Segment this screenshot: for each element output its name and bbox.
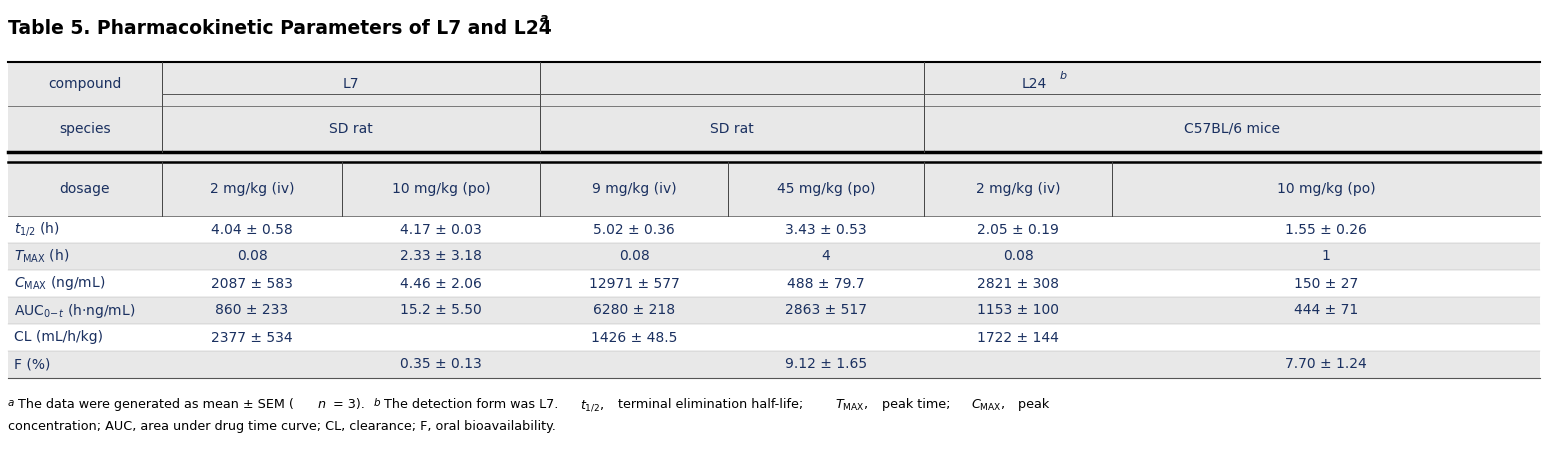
Text: concentration; AUC, area under drug time curve; CL, clearance; F, oral bioavaila: concentration; AUC, area under drug time… (8, 420, 556, 433)
Text: 2 mg/kg (iv): 2 mg/kg (iv) (975, 182, 1060, 196)
Text: 4.17 ± 0.03: 4.17 ± 0.03 (399, 222, 481, 237)
Text: 2.33 ± 3.18: 2.33 ± 3.18 (399, 249, 481, 264)
Text: Table 5. Pharmacokinetic Parameters of L7 and L24: Table 5. Pharmacokinetic Parameters of L… (8, 18, 551, 37)
Text: 9 mg/kg (iv): 9 mg/kg (iv) (591, 182, 676, 196)
Text: The data were generated as mean ± SEM (: The data were generated as mean ± SEM ( (19, 398, 294, 411)
Text: a: a (8, 398, 14, 408)
Text: 1: 1 (1322, 249, 1330, 264)
Text: 860 ± 233: 860 ± 233 (215, 303, 288, 318)
Text: 0.08: 0.08 (619, 249, 649, 264)
Text: 0.08: 0.08 (1003, 249, 1034, 264)
Text: $t_{1/2}$,: $t_{1/2}$, (580, 398, 604, 413)
Text: peak: peak (1014, 398, 1050, 411)
Text: 9.12 ± 1.65: 9.12 ± 1.65 (785, 357, 867, 372)
Text: $t_{1/2}$ (h): $t_{1/2}$ (h) (14, 220, 60, 238)
Text: 4.04 ± 0.58: 4.04 ± 0.58 (211, 222, 293, 237)
Text: CL (mL/h/kg): CL (mL/h/kg) (14, 330, 104, 345)
Text: 10 mg/kg (po): 10 mg/kg (po) (392, 182, 491, 196)
Text: $C_{\mathrm{MAX}}$,: $C_{\mathrm{MAX}}$, (971, 398, 1005, 413)
Text: C57BL/6 mice: C57BL/6 mice (1184, 122, 1280, 136)
Text: 2087 ± 583: 2087 ± 583 (211, 276, 293, 291)
Text: 45 mg/kg (po): 45 mg/kg (po) (777, 182, 875, 196)
Text: 150 ± 27: 150 ± 27 (1294, 276, 1358, 291)
Text: L7: L7 (342, 77, 359, 91)
Text: 2863 ± 517: 2863 ± 517 (785, 303, 867, 318)
Text: The detection form was L7.: The detection form was L7. (384, 398, 562, 411)
Text: b: b (1060, 71, 1067, 81)
Text: species: species (59, 122, 111, 136)
Bar (8, 297, 1540, 324)
Text: 0.08: 0.08 (237, 249, 268, 264)
Text: n: n (317, 398, 327, 411)
Bar (8, 216, 1540, 243)
Text: $\mathrm{AUC}_{0\!-\!t}$ (h·ng/mL): $\mathrm{AUC}_{0\!-\!t}$ (h·ng/mL) (14, 302, 135, 319)
Bar (8, 243, 1540, 270)
Text: b: b (375, 398, 381, 408)
Text: 12971 ± 577: 12971 ± 577 (588, 276, 680, 291)
Text: = 3).: = 3). (330, 398, 368, 411)
Text: a: a (540, 13, 548, 26)
Text: 2 mg/kg (iv): 2 mg/kg (iv) (209, 182, 294, 196)
Text: 488 ± 79.7: 488 ± 79.7 (788, 276, 865, 291)
Text: $C_{\mathrm{MAX}}$ (ng/mL): $C_{\mathrm{MAX}}$ (ng/mL) (14, 274, 105, 292)
Bar (8, 351, 1540, 378)
Bar (8, 62, 1540, 220)
Text: 1.55 ± 0.26: 1.55 ± 0.26 (1285, 222, 1367, 237)
Text: peak time;: peak time; (878, 398, 955, 411)
Text: 444 ± 71: 444 ± 71 (1294, 303, 1358, 318)
Bar (8, 270, 1540, 297)
Text: 1722 ± 144: 1722 ± 144 (977, 330, 1059, 345)
Text: SD rat: SD rat (330, 122, 373, 136)
Text: L24: L24 (1022, 77, 1046, 91)
Text: 1153 ± 100: 1153 ± 100 (977, 303, 1059, 318)
Text: $T_{\mathrm{MAX}}$ (h): $T_{\mathrm{MAX}}$ (h) (14, 248, 70, 265)
Text: 10 mg/kg (po): 10 mg/kg (po) (1277, 182, 1375, 196)
Text: SD rat: SD rat (711, 122, 754, 136)
Text: F (%): F (%) (14, 357, 51, 372)
Text: 4: 4 (822, 249, 830, 264)
Text: 1426 ± 48.5: 1426 ± 48.5 (591, 330, 676, 345)
Text: 6280 ± 218: 6280 ± 218 (593, 303, 675, 318)
Text: dosage: dosage (60, 182, 110, 196)
Text: terminal elimination half-life;: terminal elimination half-life; (615, 398, 807, 411)
Text: 2821 ± 308: 2821 ± 308 (977, 276, 1059, 291)
Text: 15.2 ± 5.50: 15.2 ± 5.50 (399, 303, 481, 318)
Text: 2.05 ± 0.19: 2.05 ± 0.19 (977, 222, 1059, 237)
Text: $T_{\mathrm{MAX}}$,: $T_{\mathrm{MAX}}$, (834, 398, 868, 413)
Text: 4.46 ± 2.06: 4.46 ± 2.06 (399, 276, 481, 291)
Text: 7.70 ± 1.24: 7.70 ± 1.24 (1285, 357, 1367, 372)
Text: 5.02 ± 0.36: 5.02 ± 0.36 (593, 222, 675, 237)
Text: 0.35 ± 0.13: 0.35 ± 0.13 (399, 357, 481, 372)
Bar (8, 324, 1540, 351)
Bar (8, 62, 1540, 216)
Text: 3.43 ± 0.53: 3.43 ± 0.53 (785, 222, 867, 237)
Text: compound: compound (48, 77, 122, 91)
Text: 2377 ± 534: 2377 ± 534 (211, 330, 293, 345)
